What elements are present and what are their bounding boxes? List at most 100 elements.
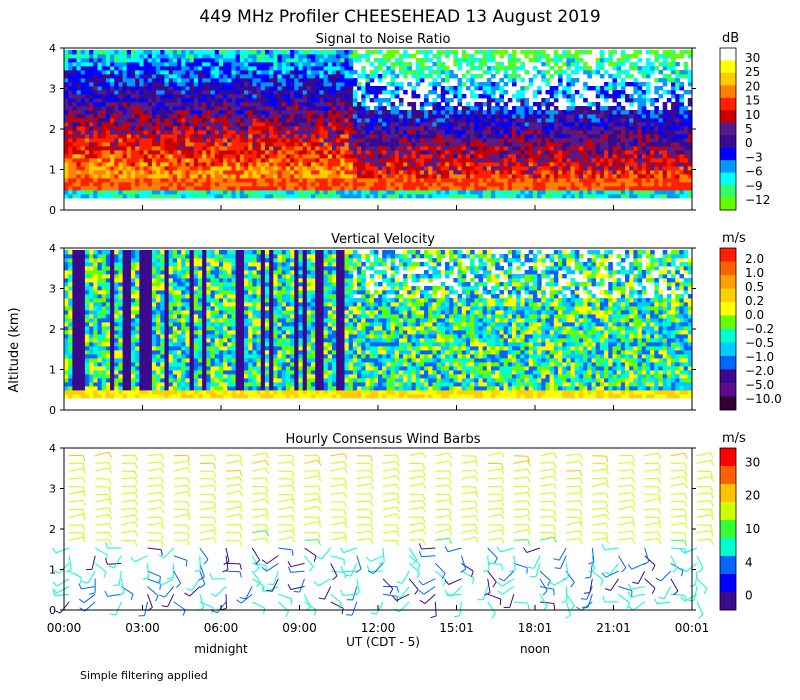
heatmap-cell	[558, 178, 563, 183]
heatmap-cell	[520, 146, 525, 151]
heatmap-cell	[206, 54, 211, 59]
heatmap-cell	[449, 114, 454, 119]
heatmap-cell	[84, 62, 90, 67]
heatmap-cell	[629, 194, 634, 199]
heatmap-cell	[394, 130, 400, 135]
heatmap-cell	[641, 106, 647, 111]
heatmap-cell	[139, 62, 144, 67]
heatmap-cell	[654, 154, 659, 159]
heatmap-cell	[428, 154, 433, 159]
heatmap-cell	[411, 118, 417, 123]
heatmap-cell	[432, 190, 438, 195]
heatmap-cell	[382, 174, 387, 179]
heatmap-cell	[298, 158, 304, 163]
heatmap-cell	[151, 78, 157, 83]
heatmap-cell	[474, 178, 479, 183]
heatmap-cell	[403, 174, 408, 179]
heatmap-cell	[465, 58, 471, 63]
heatmap-cell	[491, 106, 496, 111]
heatmap-cell	[541, 146, 546, 151]
heatmap-cell	[478, 82, 484, 87]
heatmap-cell	[524, 194, 530, 199]
heatmap-cell	[629, 66, 634, 71]
heatmap-cell	[348, 50, 354, 55]
heatmap-cell	[599, 94, 605, 99]
heatmap-cell	[126, 154, 132, 159]
heatmap-cell	[637, 142, 643, 147]
heatmap-cell	[424, 114, 429, 119]
heatmap-cell	[620, 78, 626, 83]
heatmap-cell	[114, 50, 119, 55]
heatmap-cell	[524, 146, 530, 151]
heatmap-cell	[495, 86, 500, 91]
heatmap-cell	[574, 150, 580, 155]
heatmap-cell	[570, 186, 576, 191]
heatmap-cell	[528, 114, 534, 119]
heatmap-cell	[306, 190, 312, 195]
heatmap-cell	[315, 86, 320, 91]
heatmap-cell	[419, 70, 425, 75]
heatmap-cell	[587, 174, 592, 179]
heatmap-cell	[269, 150, 274, 155]
heatmap-cell	[244, 58, 249, 63]
heatmap-cell	[294, 114, 299, 119]
heatmap-cell	[105, 110, 111, 115]
heatmap-cell	[495, 174, 500, 179]
heatmap-cell	[457, 170, 463, 175]
heatmap-cell	[260, 58, 266, 63]
heatmap-cell	[428, 122, 433, 127]
heatmap-cell	[206, 110, 211, 115]
heatmap-cell	[281, 54, 287, 59]
heatmap-cell	[189, 150, 195, 155]
heatmap-cell	[537, 182, 542, 187]
heatmap-cell	[264, 50, 270, 55]
heatmap-cell	[156, 134, 161, 139]
heatmap-cell	[177, 122, 182, 127]
heatmap-cell	[641, 122, 647, 127]
heatmap-cell	[231, 166, 237, 171]
heatmap-cell	[666, 182, 672, 187]
heatmap-cell	[269, 154, 274, 159]
heatmap-cell	[110, 162, 115, 167]
heatmap-cell	[139, 110, 144, 115]
heatmap-cell	[248, 126, 253, 131]
heatmap-cell	[110, 118, 115, 123]
heatmap-cell	[315, 158, 320, 163]
heatmap-cell	[633, 98, 638, 103]
heatmap-cell	[126, 162, 132, 167]
heatmap-cell	[444, 174, 450, 179]
heatmap-cell	[511, 106, 517, 111]
heatmap-cell	[432, 118, 438, 123]
heatmap-cell	[72, 134, 77, 139]
heatmap-cell	[76, 194, 82, 199]
heatmap-cell	[390, 114, 396, 119]
heatmap-cell	[541, 78, 546, 83]
heatmap-cell	[394, 154, 400, 159]
heatmap-cell	[181, 150, 186, 155]
heatmap-cell	[151, 118, 157, 123]
heatmap-cell	[122, 154, 128, 159]
heatmap-cell	[189, 90, 195, 95]
heatmap-cell	[558, 158, 563, 163]
heatmap-cell	[223, 138, 228, 143]
heatmap-cell	[645, 74, 651, 79]
heatmap-cell	[369, 90, 375, 95]
heatmap-cell	[470, 126, 475, 131]
heatmap-cell	[478, 114, 484, 119]
heatmap-cell	[444, 178, 450, 183]
heatmap-cell	[214, 134, 220, 139]
heatmap-cell	[428, 162, 433, 167]
heatmap-cell	[235, 58, 241, 63]
heatmap-cell	[658, 162, 664, 167]
heatmap-cell	[449, 98, 454, 103]
heatmap-cell	[495, 50, 500, 55]
heatmap-cell	[76, 130, 82, 135]
heatmap-cell	[394, 126, 400, 131]
heatmap-cell	[181, 90, 186, 95]
heatmap-cell	[419, 58, 425, 63]
heatmap-cell	[499, 78, 504, 83]
heatmap-cell	[281, 174, 287, 179]
heatmap-cell	[411, 130, 417, 135]
heatmap-cell	[373, 118, 379, 123]
heatmap-cell	[675, 82, 680, 87]
